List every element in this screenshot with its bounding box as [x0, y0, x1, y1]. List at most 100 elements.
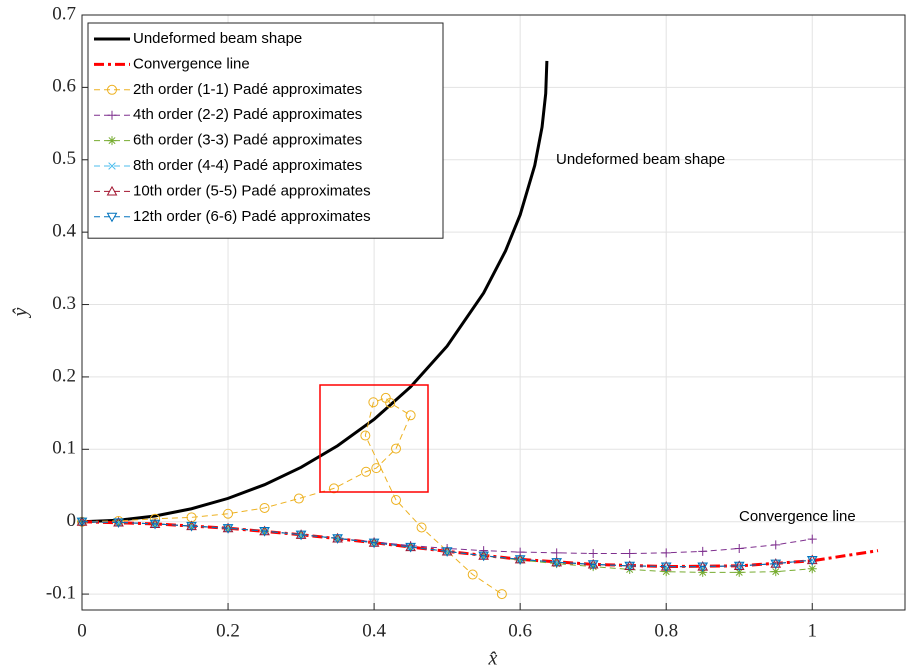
marker: [186, 521, 197, 532]
y-tick-label: 0.1: [52, 438, 76, 459]
marker: [660, 562, 672, 573]
marker: [405, 542, 416, 553]
legend-label: 8th order (4-4) Padé approximates: [133, 157, 362, 174]
marker: [734, 543, 744, 553]
marker: [807, 534, 817, 544]
marker: [295, 530, 307, 541]
x-tick-label: 0: [77, 620, 87, 641]
marker: [478, 551, 489, 562]
marker: [588, 562, 598, 572]
marker: [698, 567, 708, 577]
annotation: Undeformed beam shape: [556, 151, 725, 168]
axes-box: [81, 14, 906, 611]
marker: [380, 392, 391, 403]
x-tick-label: 1: [808, 620, 818, 641]
marker: [391, 494, 402, 505]
marker: [259, 527, 270, 537]
series-line: [81, 397, 503, 595]
legend-label: Convergence line: [133, 55, 250, 72]
legend-label: 2th order (1-1) Padé approximates: [133, 81, 362, 98]
marker: [515, 555, 525, 565]
marker: [108, 162, 116, 170]
marker: [293, 493, 304, 504]
marker: [441, 547, 453, 557]
marker: [443, 547, 451, 556]
y-tick-label: -0.1: [46, 582, 76, 603]
marker: [391, 443, 402, 454]
marker: [106, 185, 118, 196]
marker: [107, 110, 117, 120]
marker: [107, 84, 117, 95]
marker: [222, 524, 234, 534]
marker: [662, 562, 670, 571]
legend-label: 4th order (2-2) Padé approximates: [133, 106, 362, 123]
marker: [114, 518, 123, 527]
marker: [224, 524, 232, 532]
y-tick-label: 0.5: [52, 148, 76, 169]
marker: [807, 564, 817, 574]
marker: [360, 430, 371, 441]
plot-area: [76, 60, 879, 600]
marker: [771, 567, 781, 577]
legend-label: 6th order (3-3) Padé approximates: [133, 132, 362, 149]
marker: [113, 518, 124, 528]
marker: [734, 567, 744, 577]
marker: [770, 559, 782, 570]
marker: [368, 397, 379, 408]
legend: Undeformed beam shape Convergence line 2th…: [87, 22, 444, 239]
annotation: Convergence line: [739, 508, 856, 525]
marker: [552, 558, 561, 566]
y-tick-label: 0.3: [52, 293, 76, 314]
y-axis-label: ŷ: [10, 307, 32, 318]
series-line: [81, 521, 813, 568]
marker: [516, 555, 524, 564]
marker: [187, 522, 196, 530]
legend-label: 12th order (6-6) Padé approximates: [133, 208, 371, 225]
marker: [361, 466, 372, 477]
marker: [661, 548, 671, 558]
x-tick-label: 0.6: [508, 620, 532, 641]
legend-box: [87, 22, 444, 239]
marker: [368, 538, 380, 549]
marker: [771, 540, 781, 550]
marker: [259, 502, 270, 513]
marker: [223, 508, 234, 519]
marker: [587, 560, 599, 570]
marker: [406, 543, 415, 551]
marker: [514, 555, 526, 565]
series-line: [81, 60, 549, 524]
marker: [552, 548, 562, 558]
marker: [552, 559, 562, 569]
y-tick-label: 0.4: [52, 221, 76, 242]
marker: [416, 522, 427, 533]
y-tick-label: 0.7: [52, 3, 76, 24]
marker: [625, 549, 635, 559]
marker: [588, 549, 598, 559]
marker: [107, 136, 117, 146]
marker: [297, 530, 305, 539]
marker: [624, 561, 636, 572]
marker: [698, 546, 708, 556]
marker: [328, 483, 339, 494]
marker: [106, 212, 118, 223]
marker: [697, 562, 709, 573]
x-tick-label: 0.8: [654, 620, 678, 641]
highlight-box: [319, 384, 429, 493]
marker: [371, 463, 382, 474]
y-tick-label: 0: [67, 510, 77, 531]
x-tick-label: 0.4: [362, 620, 386, 641]
marker: [551, 558, 563, 568]
marker: [405, 410, 416, 421]
marker: [332, 534, 343, 544]
marker: [806, 555, 818, 566]
legend-label: Undeformed beam shape: [133, 30, 302, 47]
x-axis-label: x̂: [488, 648, 498, 670]
y-tick-label: 0.6: [52, 76, 76, 97]
marker: [333, 534, 342, 543]
y-tick-label: 0.2: [52, 365, 76, 386]
marker: [735, 562, 743, 570]
x-tick-label: 0.2: [216, 620, 240, 641]
marker: [149, 519, 161, 530]
marker: [496, 589, 507, 600]
